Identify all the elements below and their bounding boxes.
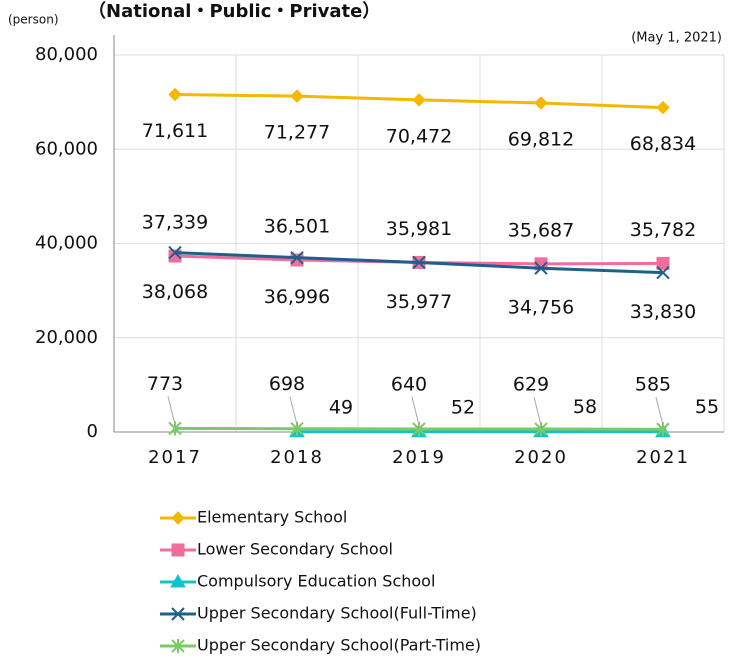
x-tick-label: 2017 [148,447,202,468]
marker [534,96,548,110]
data-label: 71,277 [264,122,330,144]
legend-label: Compulsory Education School [197,572,435,591]
marker [290,253,304,267]
data-label: 773 [147,373,183,395]
legend-marker [171,511,185,525]
legend-label: Upper Secondary School(Part-Time) [197,636,481,655]
legend-marker [171,639,185,653]
leader-line [167,396,176,425]
x-tick-label: 2021 [636,447,690,468]
marker [656,100,670,115]
marker [290,89,304,103]
leader-line [655,397,664,426]
legend-label: Elementary School [197,508,347,527]
legend-marker [171,543,185,557]
x-tick-label: 2020 [514,447,568,468]
marker [168,87,182,102]
y-axis-label: (person) [8,13,59,27]
x-tick-label: 2019 [392,447,446,468]
legend-marker [170,574,186,588]
legend-label: Upper Secondary School(Full-Time) [197,604,477,623]
leader-line [533,396,542,426]
data-label: 37,339 [142,212,208,234]
y-tick-label: 40,000 [35,233,98,254]
data-label: 33,830 [630,301,696,323]
y-tick-label: 0 [87,421,98,442]
y-tick-label: 60,000 [35,138,98,159]
marker [656,256,670,270]
marker [656,265,670,280]
data-label: 698 [269,373,305,395]
legend-marker [171,607,185,621]
marker [168,245,182,260]
data-label: 640 [391,373,427,395]
x-tick-label: 2018 [270,447,324,468]
marker [412,255,426,270]
data-label: 71,611 [142,120,208,142]
leader-line [289,396,298,425]
data-label: 629 [513,374,549,396]
data-label: 35,977 [386,291,452,313]
marker [412,93,426,107]
data-label: 70,472 [386,125,452,147]
y-tick-label: 80,000 [35,44,98,65]
data-label: 36,996 [264,286,330,308]
data-label: 35,981 [386,218,452,240]
data-label: 34,756 [508,297,574,319]
data-label: 585 [635,374,671,396]
marker [534,261,548,275]
leader-line [411,396,420,426]
y-tick-label: 20,000 [35,327,98,348]
data-label: 58 [573,396,597,418]
marker [290,250,304,265]
data-label: 35,782 [630,219,696,241]
data-label: 55 [695,396,719,418]
data-label: 68,834 [630,133,696,155]
data-label: 36,501 [264,215,330,237]
annotation: (May 1, 2021) [631,31,722,46]
data-label: 35,687 [508,219,574,241]
data-label: 49 [329,396,353,418]
data-label: 52 [451,396,475,418]
legend-label: Lower Secondary School [197,540,393,559]
data-label: 69,812 [508,129,574,151]
chart-title: （National・Public・Private） [88,1,380,22]
data-label: 38,068 [142,281,208,303]
